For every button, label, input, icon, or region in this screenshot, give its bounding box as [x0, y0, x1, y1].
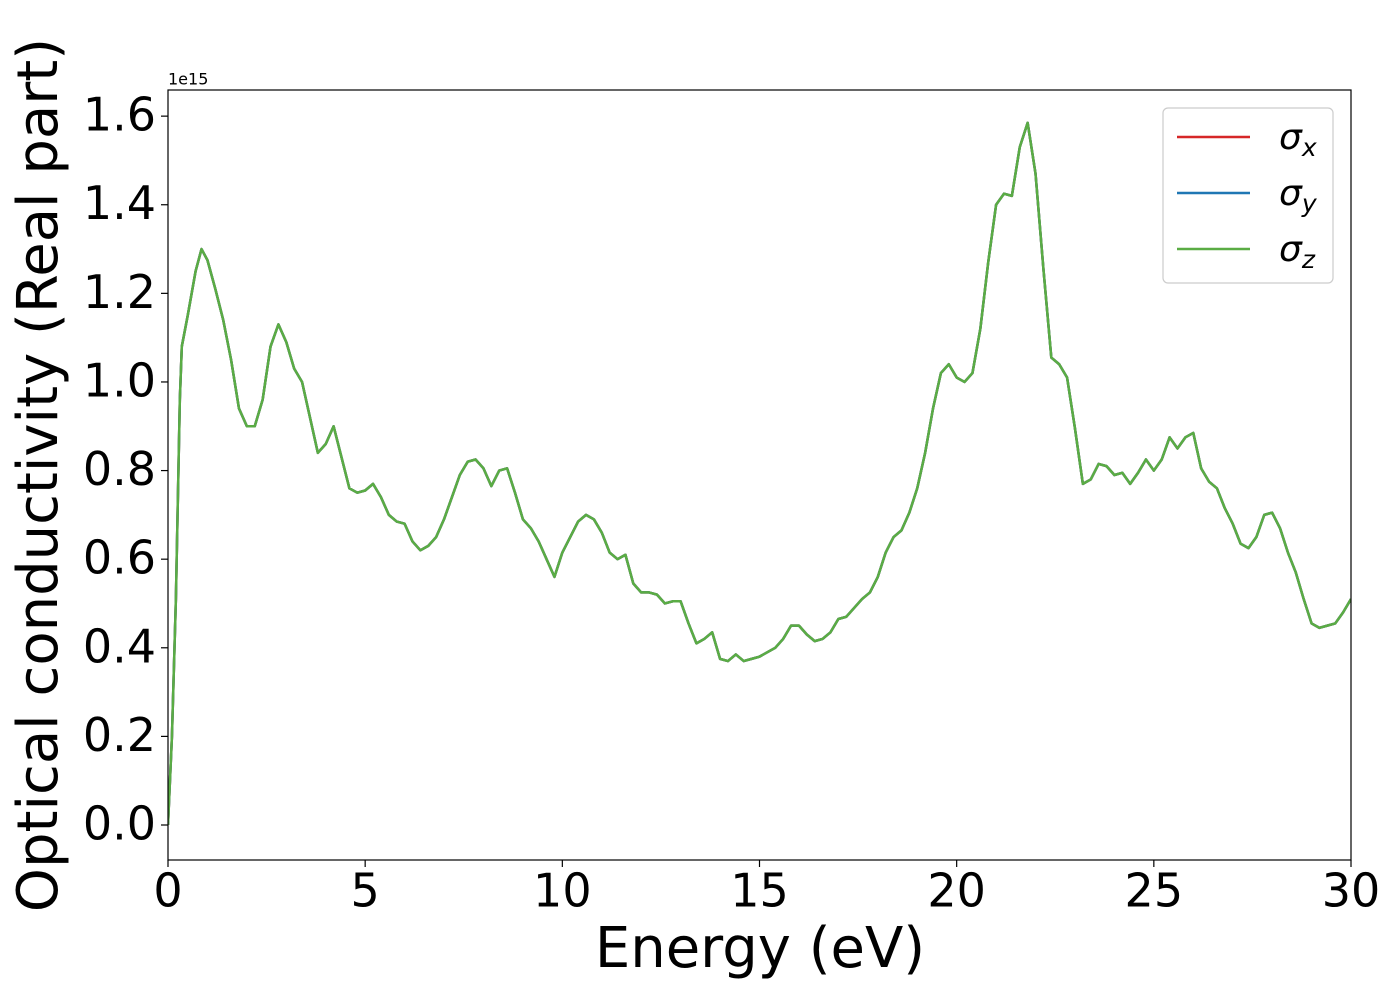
legend-box: [1162, 107, 1334, 284]
x-tick-label: 20: [927, 864, 986, 918]
y-tick-label: 1.4: [83, 176, 156, 230]
y-tick-label: 0.8: [83, 442, 156, 496]
y-tick-label: 1.6: [83, 88, 156, 142]
y-axis-label: Optical conductivity (Real part): [6, 38, 71, 912]
x-tick-label: 0: [153, 864, 182, 918]
y-tick-label: 0.4: [83, 619, 156, 673]
x-tick-label: 10: [533, 864, 592, 918]
legend-label: σy: [1279, 173, 1318, 218]
legend-label: σx: [1279, 117, 1317, 162]
x-tick-label: 5: [351, 864, 380, 918]
y-tick-label: 0.6: [83, 531, 156, 585]
y-tick-label: 1.2: [83, 265, 156, 319]
series-line: [168, 121, 1351, 826]
x-axis-label: Energy (eV): [595, 916, 925, 981]
x-tick-label: 25: [1125, 864, 1184, 918]
y-offset-label: 1e15: [168, 70, 208, 89]
y-tick-label: 0.0: [83, 797, 156, 851]
y-tick-label: 1.0: [83, 353, 156, 407]
x-tick-label: 15: [730, 864, 789, 918]
plot-frame: [167, 89, 1352, 861]
legend-label: σz: [1279, 229, 1316, 274]
y-tick-label: 0.2: [83, 708, 156, 762]
x-tick-label: 30: [1322, 864, 1381, 918]
